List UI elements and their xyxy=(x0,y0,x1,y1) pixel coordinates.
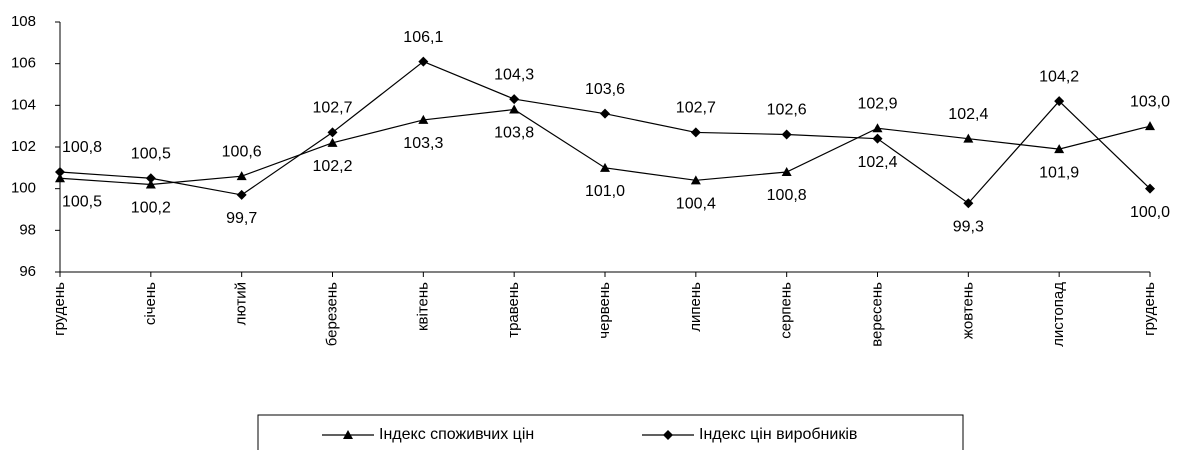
data-point xyxy=(690,127,701,138)
data-label: 102,7 xyxy=(312,100,352,117)
data-point xyxy=(872,123,883,133)
x-tick-label: березень xyxy=(323,282,340,346)
x-tick-label: серпень xyxy=(778,282,795,339)
data-label: 100,8 xyxy=(62,139,102,156)
data-label: 100,4 xyxy=(676,196,716,213)
x-tick-label: червень xyxy=(596,282,613,339)
data-point xyxy=(1145,183,1155,194)
legend-marker xyxy=(343,430,353,439)
data-point xyxy=(145,173,156,184)
x-tick-label: грудень xyxy=(1141,282,1158,336)
data-label: 101,0 xyxy=(585,183,625,200)
x-tick-label: листопад xyxy=(1050,282,1067,347)
data-point xyxy=(600,108,610,119)
data-point xyxy=(1054,96,1065,107)
x-tick-label: грудень xyxy=(51,282,68,336)
data-point xyxy=(1054,144,1065,154)
legend-marker xyxy=(663,430,673,440)
data-point xyxy=(963,198,974,209)
data-label: 103,0 xyxy=(1130,93,1170,110)
y-tick-label: 104 xyxy=(11,96,36,113)
data-label: 102,4 xyxy=(948,106,988,123)
x-tick-label: лютий xyxy=(233,282,250,325)
y-tick-label: 102 xyxy=(11,138,36,155)
data-point xyxy=(509,104,520,114)
data-label: 100,5 xyxy=(62,193,102,210)
data-point xyxy=(327,137,338,147)
data-label: 106,1 xyxy=(403,29,443,46)
data-point xyxy=(327,127,338,138)
data-label: 100,6 xyxy=(222,143,262,160)
data-label: 103,3 xyxy=(403,135,443,152)
data-label: 103,8 xyxy=(494,125,534,142)
legend-label: Індекс цін виробників xyxy=(699,426,857,443)
data-label: 100,0 xyxy=(1130,204,1170,221)
data-label: 102,2 xyxy=(312,158,352,175)
y-tick-label: 106 xyxy=(11,55,36,72)
data-point xyxy=(781,129,792,140)
x-tick-label: травень xyxy=(505,282,522,338)
data-point xyxy=(236,171,247,181)
x-tick-label: липень xyxy=(687,282,704,332)
y-tick-label: 98 xyxy=(19,221,36,238)
data-label: 104,3 xyxy=(494,66,534,83)
data-point xyxy=(690,175,701,185)
y-tick-label: 100 xyxy=(11,180,36,197)
data-label: 99,7 xyxy=(226,210,257,227)
data-point xyxy=(418,56,429,67)
data-label: 102,9 xyxy=(857,95,897,112)
data-label: 102,6 xyxy=(767,102,807,119)
data-label: 100,5 xyxy=(131,145,171,162)
x-tick-label: квітень xyxy=(414,282,431,331)
data-point xyxy=(781,167,792,176)
data-point xyxy=(1145,121,1155,131)
data-point xyxy=(145,179,156,189)
data-label: 101,9 xyxy=(1039,164,1079,181)
data-label: 104,2 xyxy=(1039,68,1079,85)
data-label: 99,3 xyxy=(953,218,984,235)
legend-box xyxy=(257,414,964,450)
y-tick-label: 108 xyxy=(11,13,36,30)
y-tick-label: 96 xyxy=(19,263,36,280)
data-point xyxy=(600,162,610,172)
legend-label: Індекс споживчих цін xyxy=(379,426,534,443)
data-point xyxy=(55,173,65,183)
data-label: 103,6 xyxy=(585,81,625,98)
data-point xyxy=(509,94,520,105)
data-label: 102,7 xyxy=(676,100,716,117)
data-label: 100,2 xyxy=(131,200,171,217)
data-point xyxy=(418,114,429,124)
x-tick-label: жовтень xyxy=(959,282,976,339)
data-point xyxy=(872,133,883,144)
data-point xyxy=(963,133,974,143)
x-tick-label: вересень xyxy=(868,282,885,347)
data-label: 102,4 xyxy=(857,154,897,171)
data-point xyxy=(55,167,65,177)
data-label: 100,8 xyxy=(767,187,807,204)
x-tick-label: січень xyxy=(142,282,159,325)
data-point xyxy=(236,189,247,200)
